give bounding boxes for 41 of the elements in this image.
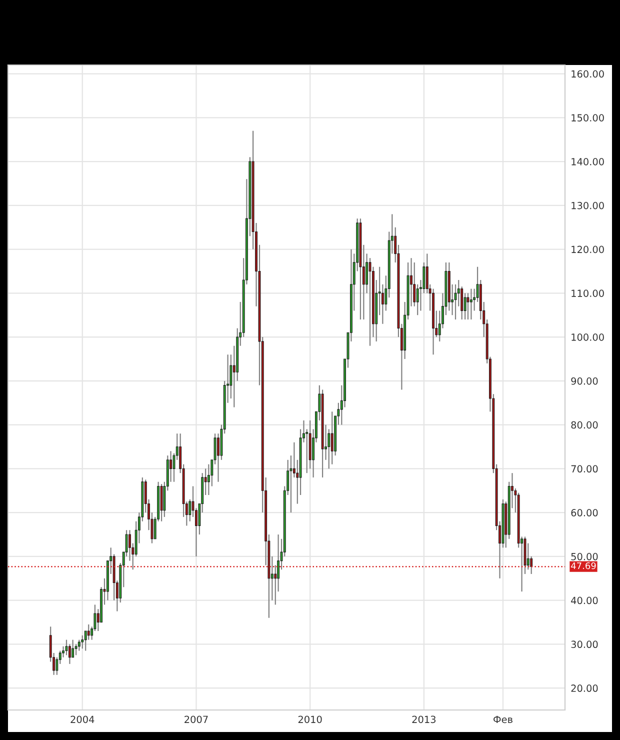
x-tick-label: 2007 [184, 716, 208, 724]
candlestick [74, 644, 78, 656]
y-tick-label: 40.00 [571, 596, 598, 604]
candlestick [72, 639, 74, 658]
ref-line-label: 47.69 [571, 562, 596, 570]
candlestick [81, 634, 84, 650]
candlestick [65, 639, 68, 656]
y-tick-label: 80.00 [571, 421, 598, 429]
candlestick [368, 258, 372, 346]
candlestick [464, 292, 466, 320]
y-tick-label: 150.00 [572, 114, 604, 122]
candlestick [78, 639, 80, 652]
candlestick [526, 542, 530, 570]
x-tick-label: Фев [494, 716, 512, 724]
candlestick [328, 428, 330, 470]
candlestick [416, 284, 419, 316]
y-tick-label: 120.00 [572, 246, 604, 254]
y-tick-label: 140.00 [572, 158, 604, 166]
y-tick-label: 100.00 [572, 334, 604, 341]
candlestick [170, 450, 172, 482]
candlestick [290, 454, 292, 514]
candlestick [454, 284, 457, 320]
candlestick [217, 433, 220, 482]
y-tick-label: 70.00 [571, 465, 598, 473]
candlestick [68, 644, 71, 664]
x-tick-label: 2010 [298, 716, 322, 724]
y-tick-label: 90.00 [571, 377, 598, 385]
y-tick-label: 130.00 [572, 202, 604, 210]
candlestick [87, 624, 90, 640]
x-tick-label: 2013 [412, 716, 436, 724]
y-tick-label: 60.00 [571, 509, 598, 516]
y-tick-label: 110.00 [572, 290, 604, 297]
y-tick-label: 30.00 [571, 640, 598, 648]
candlestick [470, 288, 472, 320]
candlestick [207, 464, 210, 496]
y-tick-label: 20.00 [571, 684, 598, 692]
candlestick [466, 292, 470, 320]
candlestick [330, 411, 334, 465]
y-tick-label: 50.00 [571, 552, 598, 560]
y-tick-label: 160.00 [572, 70, 604, 78]
x-tick-label: 2004 [70, 716, 94, 724]
